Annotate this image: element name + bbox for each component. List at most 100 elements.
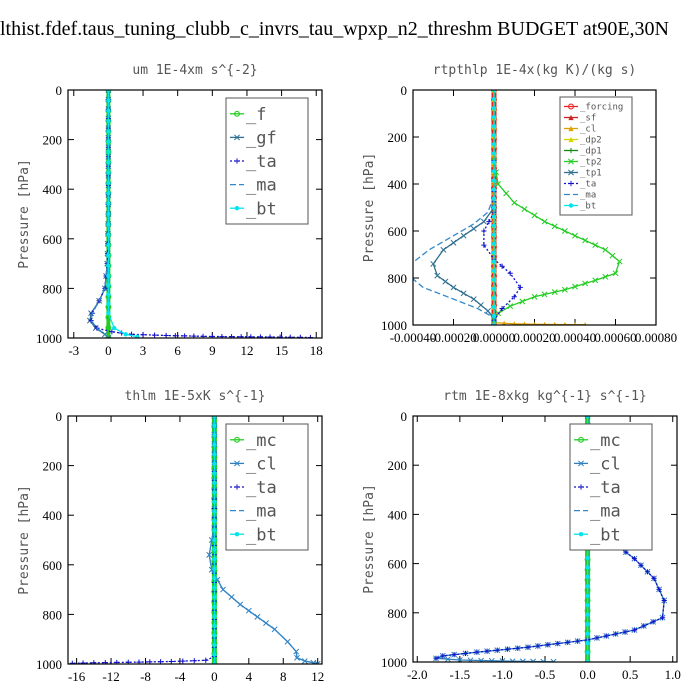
- x-tick-label: 0.5: [622, 667, 638, 682]
- data-point: [480, 218, 487, 225]
- y-axis-label: Pressure [hPa]: [362, 484, 377, 594]
- data-point: [106, 301, 111, 307]
- y-tick-label: 800: [388, 271, 408, 286]
- data-point: [641, 623, 647, 629]
- legend-label: _tp2: [580, 158, 602, 168]
- data-point: [106, 222, 111, 227]
- x-tick-label: -0.00020: [430, 330, 477, 345]
- x-tick-label: -3: [68, 343, 79, 358]
- data-point: [551, 289, 558, 296]
- legend-marker: [568, 125, 574, 132]
- y-tick-label: 600: [388, 557, 408, 572]
- plot-frame: [412, 89, 657, 326]
- legend-label: _mc: [590, 431, 621, 451]
- data-point: [123, 332, 128, 337]
- data-point: [481, 228, 487, 234]
- data-point: [106, 108, 111, 113]
- legend-label: _ta: [580, 180, 596, 190]
- data-point: [495, 181, 502, 187]
- data-point: [585, 621, 590, 627]
- data-point: [584, 416, 591, 419]
- data-point: [563, 322, 567, 325]
- data-point: [212, 537, 217, 543]
- data-point: [470, 296, 477, 303]
- legend-label: _ma: [246, 502, 277, 522]
- y-tick-label: 600: [388, 224, 408, 239]
- legend-marker: [578, 532, 584, 537]
- data-point: [491, 223, 497, 228]
- data-point: [450, 239, 457, 246]
- y-axis-label: Pressure [hPa]: [17, 485, 32, 595]
- data-point: [499, 658, 506, 662]
- panel-1: um 1E-4xm s^{-2} Pressure [hPa] 0 200 400 600…: [17, 63, 323, 358]
- x-tick-label: -12: [102, 669, 119, 684]
- data-point: [503, 190, 510, 197]
- data-point: [532, 321, 537, 325]
- data-point: [140, 332, 146, 338]
- data-point: [151, 332, 158, 338]
- panel-title: rtm 1E-8xkg kg^{-1} s^{-1}: [443, 389, 647, 404]
- data-point: [212, 490, 217, 495]
- data-point: [106, 201, 111, 206]
- data-point: [612, 270, 619, 277]
- data-point: [212, 623, 217, 629]
- series-line_ta: [72, 416, 216, 664]
- data-point: [491, 286, 497, 292]
- data-point: [525, 644, 531, 650]
- data-point: [474, 649, 480, 655]
- y-tick-label: 400: [388, 177, 408, 192]
- data-point: [561, 228, 568, 234]
- data-point: [545, 642, 551, 648]
- data-point: [111, 325, 117, 331]
- data-point: [267, 334, 273, 338]
- panel-title: thlm 1E-5xK s^{-1}: [125, 389, 266, 404]
- data-point: [212, 518, 217, 524]
- y-tick-label: 0: [56, 83, 63, 98]
- data-point: [501, 320, 507, 325]
- legend-marker: [568, 147, 574, 154]
- y-tick-label: 0: [401, 409, 408, 424]
- legend-marker: [568, 114, 574, 121]
- data-point: [460, 290, 467, 297]
- x-tick-label: 0.00000: [473, 330, 515, 345]
- data-point: [491, 241, 497, 246]
- series-group: [69, 416, 321, 664]
- data-point: [163, 332, 169, 338]
- legend-label: _ta: [246, 478, 277, 498]
- data-point: [220, 586, 226, 593]
- data-point: [499, 263, 505, 269]
- panel-title: um 1E-4xm s^{-2}: [132, 63, 257, 78]
- data-point: [491, 259, 497, 264]
- data-point: [582, 280, 589, 287]
- legend-marker: [568, 103, 574, 110]
- panel-title: rtpthlp 1E-4x(kg K)/(kg s): [433, 63, 637, 78]
- data-point: [511, 294, 517, 300]
- data-point: [507, 303, 514, 310]
- data-point: [203, 657, 209, 663]
- x-tick-label: -2.0: [407, 667, 428, 682]
- legend: _mc _cl _ta _ma _bt: [569, 423, 653, 551]
- data-point: [541, 218, 548, 225]
- data-point: [440, 653, 446, 659]
- legend-label: _bt: [580, 202, 596, 212]
- x-tick-label: 0.00020: [513, 330, 555, 345]
- data-point: [212, 652, 217, 657]
- data-point: [430, 260, 437, 267]
- data-point: [572, 232, 578, 239]
- plot-frame: [67, 89, 323, 339]
- data-point: [491, 114, 497, 120]
- legend-marker: [234, 532, 240, 537]
- data-point: [511, 199, 518, 206]
- legend-label: _cl: [246, 455, 277, 475]
- data-point: [88, 318, 94, 324]
- data-point: [200, 333, 206, 338]
- data-point: [592, 242, 599, 249]
- data-point: [212, 595, 217, 600]
- x-tick-label: 0: [105, 343, 112, 358]
- data-point: [575, 638, 581, 644]
- legend: _mc _cl _ta _ma _bt: [225, 423, 309, 551]
- data-point: [106, 211, 111, 217]
- y-tick-label: 200: [388, 458, 408, 473]
- legend-marker: [234, 134, 240, 141]
- data-point: [561, 286, 568, 293]
